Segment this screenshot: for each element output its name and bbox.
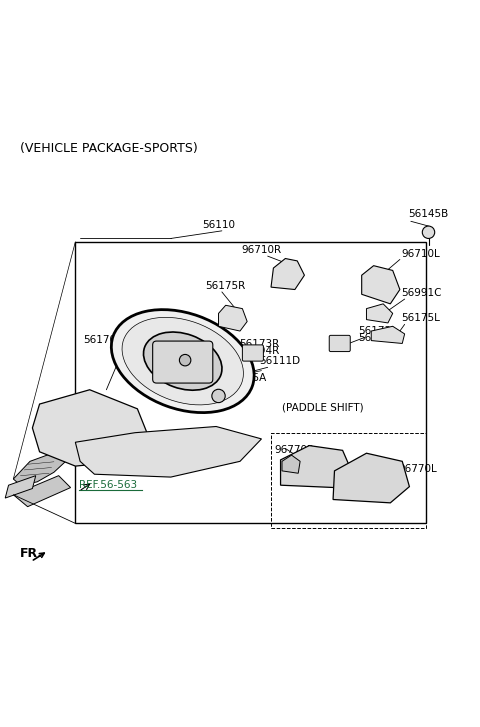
Circle shape bbox=[180, 355, 191, 366]
Ellipse shape bbox=[144, 332, 222, 390]
Polygon shape bbox=[371, 326, 405, 343]
Text: 56110: 56110 bbox=[202, 220, 235, 230]
Polygon shape bbox=[366, 304, 393, 323]
Text: 96770L: 96770L bbox=[398, 465, 437, 474]
Ellipse shape bbox=[111, 310, 254, 413]
Polygon shape bbox=[33, 390, 147, 466]
Text: REF.56-563: REF.56-563 bbox=[79, 480, 137, 490]
Polygon shape bbox=[75, 427, 262, 477]
Circle shape bbox=[212, 389, 225, 403]
Text: 56173L: 56173L bbox=[359, 326, 397, 336]
Text: 56994R: 56994R bbox=[239, 346, 279, 356]
Text: 56175R: 56175R bbox=[205, 281, 246, 291]
Polygon shape bbox=[333, 453, 409, 503]
FancyBboxPatch shape bbox=[242, 345, 264, 361]
Text: 56170B: 56170B bbox=[84, 335, 123, 345]
FancyBboxPatch shape bbox=[329, 335, 350, 352]
Polygon shape bbox=[13, 475, 71, 507]
Circle shape bbox=[422, 226, 435, 238]
Text: 96710R: 96710R bbox=[241, 245, 281, 255]
Text: 56991C: 56991C bbox=[401, 288, 442, 297]
Text: 56173R: 56173R bbox=[239, 340, 279, 349]
FancyBboxPatch shape bbox=[153, 341, 213, 383]
Text: 56111D: 56111D bbox=[259, 356, 300, 366]
Text: (PADDLE SHIFT): (PADDLE SHIFT) bbox=[282, 402, 364, 412]
Text: 96770R: 96770R bbox=[275, 445, 314, 455]
Polygon shape bbox=[5, 475, 36, 498]
Text: 56994L: 56994L bbox=[359, 333, 397, 343]
Ellipse shape bbox=[122, 318, 243, 405]
Polygon shape bbox=[281, 446, 352, 488]
Polygon shape bbox=[13, 451, 67, 485]
Text: 96710L: 96710L bbox=[401, 249, 440, 259]
Bar bbox=[75, 242, 426, 523]
Text: (VEHICLE PACKAGE-SPORTS): (VEHICLE PACKAGE-SPORTS) bbox=[21, 142, 198, 155]
Text: 56145B: 56145B bbox=[408, 209, 448, 220]
Polygon shape bbox=[362, 265, 400, 304]
Text: 56175A: 56175A bbox=[227, 373, 267, 382]
Text: FR.: FR. bbox=[20, 547, 43, 560]
Polygon shape bbox=[271, 259, 304, 289]
Text: 56175L: 56175L bbox=[401, 313, 440, 323]
Polygon shape bbox=[282, 455, 300, 473]
Polygon shape bbox=[218, 305, 247, 331]
Bar bbox=[271, 433, 426, 528]
